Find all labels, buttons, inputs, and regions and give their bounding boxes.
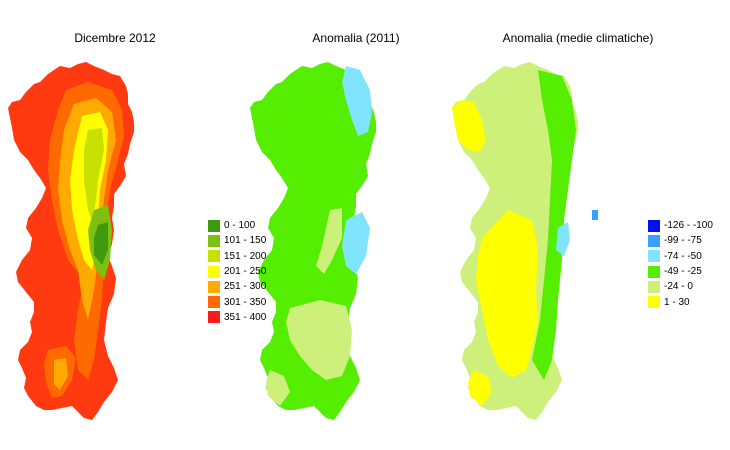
legend-swatch: [648, 234, 660, 247]
legend-swatch: [208, 265, 220, 278]
map-december-2012: [8, 62, 134, 420]
map-anomaly-2011: [250, 62, 376, 420]
legend-label: 0 - 100: [224, 220, 256, 232]
legend-label: 1 - 30: [664, 296, 690, 308]
legend-swatch: [648, 280, 660, 293]
legend-label: -99 - -75: [664, 235, 702, 247]
legend-item: -49 - -25: [648, 264, 713, 279]
legend-label: 251 - 300: [224, 281, 267, 293]
legend-label: -74 - -50: [664, 250, 702, 262]
legend-item: 301 - 350: [208, 294, 266, 309]
legend-rainfall: 0 - 100 101 - 150 151 - 200 201 - 250 25…: [208, 218, 266, 325]
legend-anomaly: -126 - -100 -99 - -75 -74 - -50 -49 - -2…: [648, 218, 713, 310]
legend-item: 0 - 100: [208, 218, 266, 233]
legend-item: -24 - 0: [648, 279, 713, 294]
legend-item: 101 - 150: [208, 233, 266, 248]
legend-item: 351 - 400: [208, 310, 266, 325]
legend-label: 351 - 400: [224, 311, 267, 323]
legend-swatch: [208, 280, 220, 293]
legend-swatch: [648, 219, 660, 232]
legend-item: 201 - 250: [208, 264, 266, 279]
legend-swatch: [208, 234, 220, 247]
legend-swatch: [208, 296, 220, 309]
legend-swatch: [208, 250, 220, 263]
legend-label: -49 - -25: [664, 266, 702, 278]
map-title-anomaly-2011: Anomalia (2011): [312, 31, 400, 45]
legend-label: 301 - 350: [224, 296, 267, 308]
legend-label: 151 - 200: [224, 250, 267, 262]
legend-item: 251 - 300: [208, 279, 266, 294]
legend-swatch: [208, 219, 220, 232]
map-anomaly-climate-means: [452, 62, 598, 420]
map-title-anomaly-climate-means: Anomalia (medie climatiche): [502, 31, 654, 45]
legend-label: 201 - 250: [224, 266, 267, 278]
legend-label: -126 - -100: [664, 220, 713, 232]
legend-item: -74 - -50: [648, 249, 713, 264]
legend-item: -126 - -100: [648, 218, 713, 233]
legend-swatch: [208, 311, 220, 324]
legend-label: -24 - 0: [664, 281, 693, 293]
legend-label: 101 - 150: [224, 235, 267, 247]
legend-swatch: [648, 296, 660, 309]
legend-swatch: [648, 265, 660, 278]
legend-item: 151 - 200: [208, 249, 266, 264]
legend-item: 1 - 30: [648, 294, 713, 309]
legend-swatch: [648, 250, 660, 263]
legend-item: -99 - -75: [648, 233, 713, 248]
map-title-december-2012: Dicembre 2012: [74, 31, 156, 45]
